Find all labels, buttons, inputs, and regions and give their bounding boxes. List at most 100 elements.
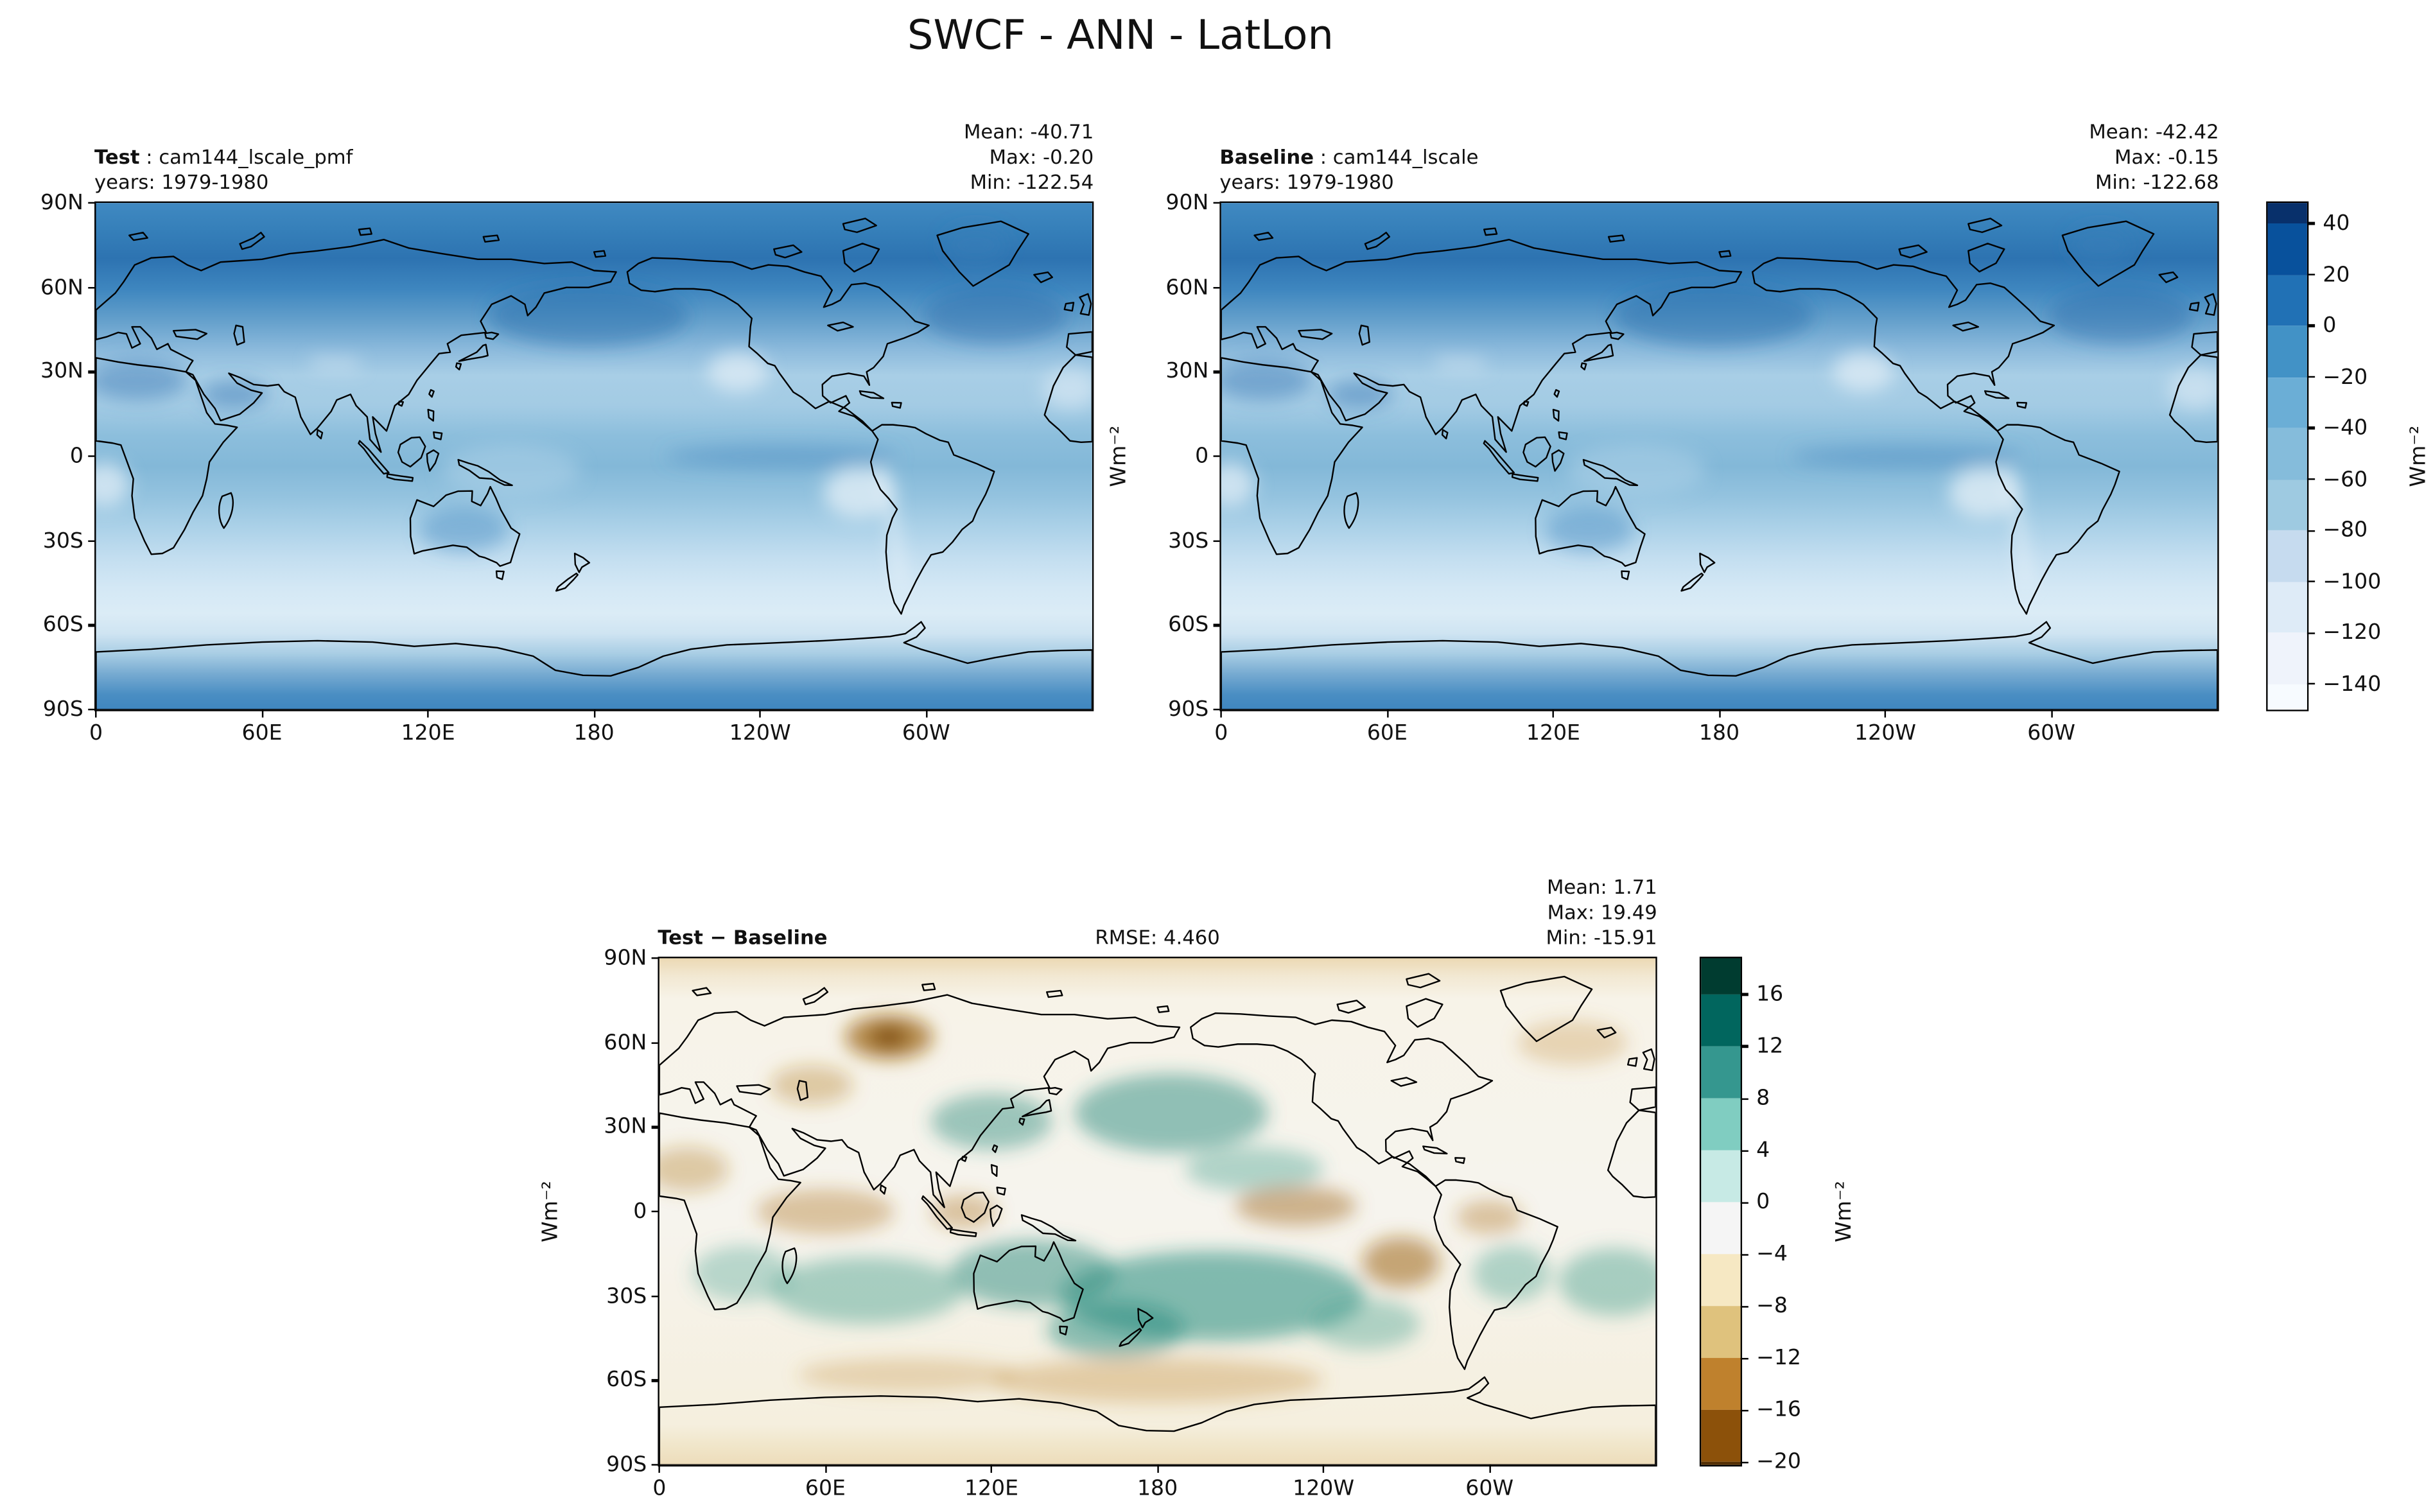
colorbar-tick: 0 <box>1740 1190 1770 1215</box>
stat-mean: Mean: -42.42 <box>2089 119 2219 144</box>
lon-tick-mark <box>1386 709 1388 717</box>
lat-tick-label: 60N <box>40 275 83 300</box>
colorbar-tick: 40 <box>2307 211 2350 236</box>
lat-tick-label: 60N <box>1165 275 1209 300</box>
colorbar-segment <box>1701 1254 1741 1307</box>
panel-baseline-case: : cam144_lscale <box>1313 144 1479 169</box>
colorbar-tick: −140 <box>2307 672 2381 697</box>
colorbar-segment <box>2267 632 2307 684</box>
colorbar-segment <box>2267 684 2307 710</box>
stat-max: Max: -0.15 <box>2114 144 2219 169</box>
colorbar-segment <box>2267 203 2307 224</box>
world-map-test-svg <box>96 203 1092 710</box>
colorbar-segment <box>2267 377 2307 428</box>
lon-tick-label: 120W <box>729 720 791 746</box>
lon-tick-label: 0 <box>89 720 103 746</box>
map-baseline: 90N 60N 30N 0 30S 60S 90S 0 60E 120E 180 120W 60W <box>1165 191 2219 746</box>
lat-tick-label: 30S <box>42 528 83 553</box>
colorbar-tick-label: 0 <box>1756 1190 1770 1215</box>
colorbar-tick-label: −20 <box>2323 364 2368 390</box>
lat-tick-mark <box>650 1295 658 1298</box>
colorbar-tick-label: −8 <box>1756 1294 1788 1319</box>
lat-tick-label: 30N <box>1165 359 1209 385</box>
colorbar-tick-label: 4 <box>1756 1138 1770 1163</box>
map-diff: 90N 60N 30N 0 30S 60S 90S 0 60E 120E 180 120W 60W <box>604 946 1657 1501</box>
colorbar-segment <box>1701 1150 1741 1203</box>
lon-tick-label: 60E <box>241 720 283 746</box>
lat-tick-label: 90S <box>1168 697 1209 722</box>
stat-max: Max: 19.49 <box>1547 899 1657 924</box>
lat-tick-mark <box>87 202 95 204</box>
colorbar-tick-mark <box>2307 427 2315 430</box>
stat-max: Max: -0.20 <box>989 144 1094 169</box>
colorbar-tick: 16 <box>1740 982 1783 1007</box>
lon-tick-mark <box>1220 709 1223 717</box>
lat-tick-label: 90S <box>42 697 83 722</box>
colorbar-tick-mark <box>1740 993 1748 996</box>
world-map-diff-svg <box>659 958 1656 1465</box>
colorbar-tick: −20 <box>2307 365 2368 390</box>
lat-tick-mark <box>87 455 95 458</box>
colorbar-tick: −16 <box>1740 1398 1801 1423</box>
lat-tick-mark <box>1212 286 1220 289</box>
lat-tick-label: 0 <box>633 1199 647 1224</box>
colorbar-tick-mark <box>1740 1149 1748 1152</box>
lat-tick-label: 30S <box>606 1283 647 1309</box>
colorbar-tick-mark <box>1740 1201 1748 1204</box>
lon-tick-mark <box>1488 1464 1491 1472</box>
lat-tick-mark <box>87 624 95 627</box>
panel-baseline-stats: Mean: -42.42 Max: -0.15 Min: -122.68 <box>2089 119 2219 195</box>
colorbar-tick-mark <box>2307 222 2315 225</box>
lat-tick-mark <box>1212 539 1220 542</box>
panel-test: Test : cam144_lscale_pmf years: 1979-198… <box>40 119 1094 746</box>
colorbar-tick: 12 <box>1740 1034 1783 1059</box>
colorbar-segment <box>2267 479 2307 531</box>
colorbar-segment <box>1701 958 1741 995</box>
panel-diff-stats: Mean: 1.71 Max: 19.49 Min: -15.91 <box>1546 875 1657 951</box>
lon-tick-mark <box>95 709 97 717</box>
lat-tick-mark <box>1212 202 1220 204</box>
colorbar-tick: 8 <box>1740 1086 1770 1111</box>
lon-tick-label: 180 <box>1137 1475 1178 1502</box>
colorbar-tick-mark <box>2307 376 2315 378</box>
lon-tick-mark <box>1884 709 1887 717</box>
colorbar-segment <box>2267 428 2307 480</box>
figure-title: SWCF - ANN - LatLon <box>907 12 1334 60</box>
lat-tick-label: 0 <box>69 444 83 469</box>
swcf-field-test <box>96 203 1092 710</box>
lat-tick-mark <box>87 539 95 542</box>
colorbar-tick-mark <box>2307 529 2315 532</box>
lat-tick-mark <box>650 957 658 959</box>
lat-tick-mark <box>650 1464 658 1466</box>
colorbar-tick-mark <box>2307 682 2315 686</box>
colorbar-segment <box>2267 326 2307 378</box>
lat-tick-label: 90N <box>40 190 83 216</box>
lon-tick-label: 120E <box>964 1475 1019 1502</box>
colorbar-tick-mark <box>2307 324 2315 327</box>
lat-tick-mark <box>650 1379 658 1382</box>
colorbar-segment <box>1701 1202 1741 1255</box>
lat-tick-label: 60N <box>604 1030 647 1056</box>
lon-tick-mark <box>1322 1464 1325 1472</box>
lon-tick-mark <box>427 709 430 717</box>
lat-tick-label: 60S <box>42 613 83 638</box>
panel-diff-header: Test − Baseline <box>658 925 827 950</box>
colorbar-segment <box>2267 223 2307 275</box>
colorbar-tick-mark <box>1740 1357 1748 1360</box>
colorbar-tick: 4 <box>1740 1138 1770 1163</box>
lat-tick-mark <box>1212 624 1220 627</box>
lat-tick-mark <box>650 1041 658 1044</box>
lat-tick-label: 30N <box>40 359 83 385</box>
lat-tick-label: 60S <box>1168 613 1209 638</box>
colorbar-tick-label: 40 <box>2323 211 2350 236</box>
colorbar-tick-label: −80 <box>2323 517 2368 543</box>
world-map-baseline-svg <box>1221 203 2218 710</box>
lon-tick-label: 180 <box>573 720 615 746</box>
colorbar-tick: −60 <box>2307 467 2368 492</box>
colorbar-segment <box>2267 274 2307 326</box>
colorbar-tick-label: −16 <box>1756 1398 1801 1423</box>
lon-tick-label: 60E <box>1366 720 1408 746</box>
lat-tick-mark <box>650 1210 658 1213</box>
lat-tick-label: 30S <box>1168 528 1209 553</box>
